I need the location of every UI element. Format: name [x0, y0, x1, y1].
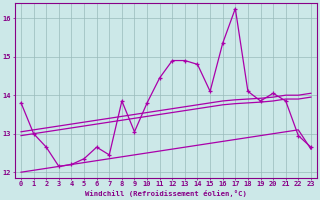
X-axis label: Windchill (Refroidissement éolien,°C): Windchill (Refroidissement éolien,°C)	[85, 190, 247, 197]
